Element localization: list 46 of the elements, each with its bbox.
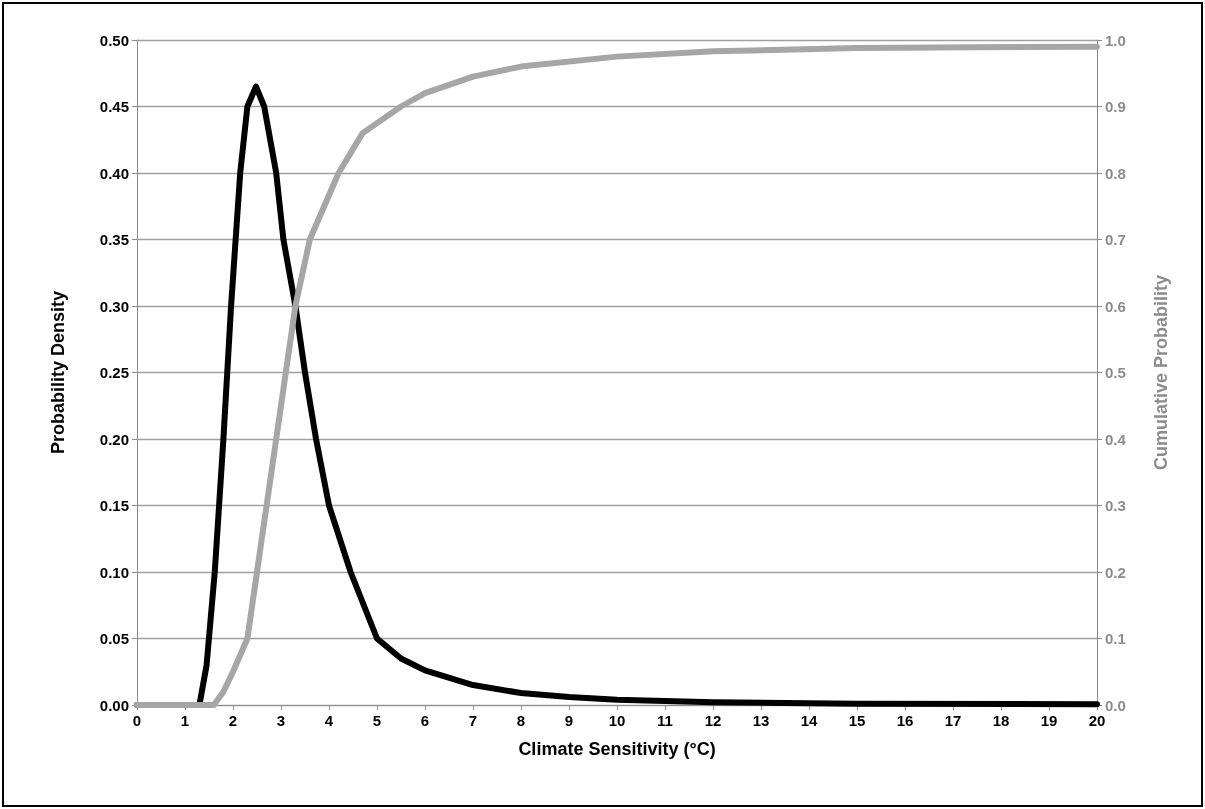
y-tick-label: 0.40 — [99, 164, 129, 182]
y2-tick-label: 0.7 — [1105, 231, 1126, 248]
y2-tick-label: 0.8 — [1105, 164, 1126, 182]
x-tick-label: 7 — [468, 712, 478, 729]
x-tick-label: 10 — [608, 712, 626, 729]
x-tick-label: 18 — [992, 712, 1010, 729]
x-tick-label: 11 — [657, 712, 673, 729]
y2-tick-label: 0.2 — [1105, 563, 1126, 581]
y2-axis-title: Cumulative Probability — [1151, 274, 1171, 471]
y2-tick-label: 0.5 — [1105, 364, 1126, 381]
y-tick-label: 0.45 — [99, 98, 129, 115]
y-tick-label: 0.30 — [99, 297, 129, 315]
x-tick-label: 20 — [1088, 712, 1106, 729]
y2-tick-label: 1.0 — [1105, 31, 1126, 49]
y-tick-label: 0.25 — [99, 364, 129, 381]
y2-tick-label: 0.4 — [1105, 430, 1127, 448]
x-tick-label: 19 — [1040, 712, 1058, 729]
x-tick-label: 2 — [228, 712, 238, 729]
x-tick-label: 4 — [324, 712, 334, 729]
x-tick-label: 12 — [704, 712, 722, 729]
x-tick-label: 8 — [516, 712, 526, 729]
x-tick-label: 6 — [420, 712, 430, 729]
x-tick-label: 1 — [180, 712, 190, 729]
y-tick-label: 0.50 — [99, 31, 129, 49]
x-tick-label: 16 — [896, 712, 914, 729]
x-tick-label: 3 — [276, 712, 286, 729]
y-tick-label: 0.20 — [99, 430, 129, 448]
y2-tick-label: 0.6 — [1105, 297, 1126, 315]
y-tick-label: 0.05 — [99, 630, 129, 647]
y-tick-label: 0.10 — [99, 563, 129, 581]
x-tick-label: 14 — [800, 712, 818, 729]
y-tick-label: 0.00 — [99, 696, 129, 714]
x-tick-label: 15 — [848, 712, 866, 729]
x-axis-title: Climate Sensitivity (°C) — [518, 739, 716, 759]
y2-tick-label: 0.9 — [1105, 98, 1126, 115]
x-tick-label: 9 — [564, 712, 574, 729]
y-tick-label: 0.35 — [99, 231, 129, 248]
x-tick-label: 13 — [752, 712, 770, 729]
y-tick-label: 0.15 — [99, 497, 129, 514]
x-tick-label: 0 — [132, 712, 142, 729]
y2-tick-label: 0.3 — [1105, 497, 1126, 514]
x-tick-label: 17 — [944, 712, 962, 729]
y-axis-title: Probability Density — [48, 290, 68, 455]
x-tick-label: 5 — [372, 712, 382, 729]
y2-tick-label: 0.0 — [1105, 696, 1126, 714]
y2-tick-label: 0.1 — [1105, 630, 1126, 647]
